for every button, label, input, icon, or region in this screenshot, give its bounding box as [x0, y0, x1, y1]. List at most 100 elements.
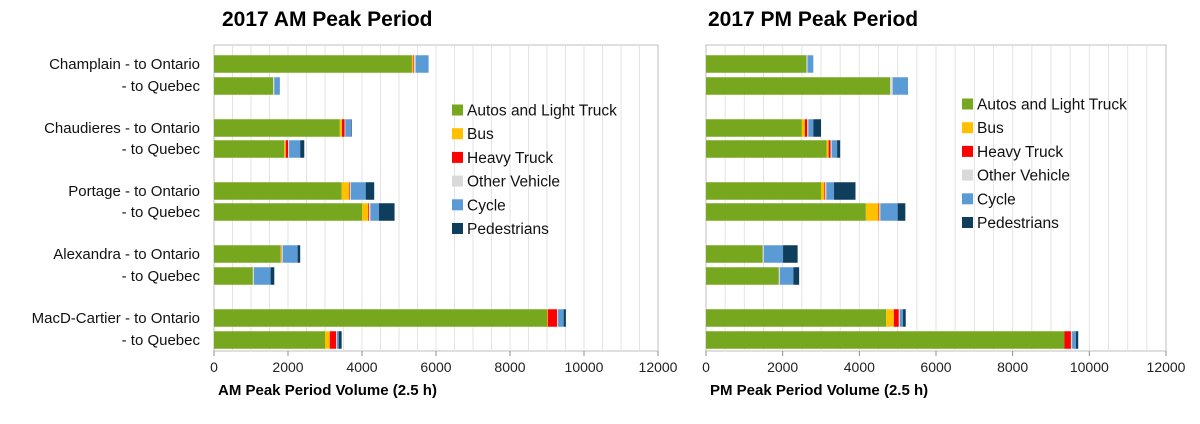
am-bar-9-autos-and-light-truck — [214, 309, 547, 327]
am-bar-6-other-vehicle — [369, 203, 370, 221]
pm-bar-8-pedestrians — [793, 267, 799, 285]
am-legend-label: Heavy Truck — [467, 150, 553, 167]
pm-bar-9-other-vehicle — [899, 309, 900, 327]
am-x-tick-label: 4000 — [346, 359, 377, 375]
pm-bar-4-bus — [827, 140, 829, 158]
am-bar-6-autos-and-light-truck — [214, 203, 362, 221]
am-legend-label: Cycle — [467, 197, 506, 214]
am-bar-6-pedestrians — [379, 203, 395, 221]
pm-bar-7-cycle — [764, 245, 783, 263]
pm-legend-label: Pedestrians — [977, 215, 1059, 232]
pm-bar-7-pedestrians — [783, 245, 798, 263]
am-bar-10-autos-and-light-truck — [214, 331, 325, 349]
am-bar-4-bus — [284, 140, 285, 158]
am-legend-label: Other Vehicle — [467, 174, 560, 191]
am-legend-label: Autos and Light Truck — [467, 103, 617, 120]
pm-legend-swatch — [962, 146, 973, 157]
pm-bar-10-other-vehicle — [1071, 331, 1072, 349]
pm-x-tick-label: 12000 — [1147, 359, 1186, 375]
am-bar-9-pedestrians — [564, 309, 566, 327]
pm-bar-7-other-vehicle — [763, 245, 764, 263]
am-legend-label: Bus — [467, 126, 494, 143]
pm-bar-10-pedestrians — [1076, 331, 1078, 349]
pm-bar-6-other-vehicle — [879, 203, 880, 221]
category-label: Chaudieres - to Ontario — [44, 120, 200, 137]
am-legend-swatch — [452, 152, 463, 163]
pm-bar-3-pedestrians — [813, 119, 821, 137]
category-label: Portage - to Ontario — [68, 183, 200, 200]
pm-bar-6-autos-and-light-truck — [706, 203, 866, 221]
pm-bar-6-pedestrians — [898, 203, 906, 221]
am-bar-4-other-vehicle — [288, 140, 289, 158]
am-legend-swatch — [452, 176, 463, 187]
pm-peak-chart: 2017 PM Peak Period PM Peak Period Volum… — [702, 8, 1186, 399]
am-bar-2-cycle — [274, 77, 280, 95]
am-x-tick-label: 8000 — [494, 359, 525, 375]
pm-bar-4-other-vehicle — [831, 140, 832, 158]
pm-bar-4-autos-and-light-truck — [706, 140, 827, 158]
pm-bar-9-autos-and-light-truck — [706, 309, 886, 327]
pm-legend-label: Heavy Truck — [977, 144, 1063, 161]
am-bar-10-pedestrians — [339, 331, 342, 349]
am-bar-1-bus — [412, 55, 413, 73]
pm-bar-8-cycle — [780, 267, 793, 285]
pm-bar-9-cycle — [900, 309, 903, 327]
am-x-tick-label: 2000 — [272, 359, 303, 375]
am-bar-6-cycle — [371, 203, 380, 221]
category-label: - to Quebec — [122, 141, 201, 158]
pm-legend-label: Cycle — [977, 191, 1016, 208]
category-label: - to Quebec — [122, 268, 201, 285]
pm-bar-5-autos-and-light-truck — [706, 182, 821, 200]
am-bar-3-cycle — [345, 119, 351, 137]
category-label: - to Quebec — [122, 332, 201, 349]
am-bar-8-autos-and-light-truck — [214, 267, 253, 285]
am-bar-5-cycle — [351, 182, 366, 200]
am-bar-5-heavy-truck — [349, 182, 350, 200]
pm-bar-7-autos-and-light-truck — [706, 245, 763, 263]
pm-bar-10-heavy-truck — [1064, 331, 1071, 349]
am-bar-9-bus — [547, 309, 548, 327]
pm-bar-8-autos-and-light-truck — [706, 267, 779, 285]
am-legend-label: Pedestrians — [467, 221, 549, 238]
pm-legend-label: Other Vehicle — [977, 168, 1070, 185]
am-bar-5-pedestrians — [366, 182, 375, 200]
am-bar-8-other-vehicle — [253, 267, 254, 285]
pm-bar-8-other-vehicle — [779, 267, 780, 285]
am-legend-swatch — [452, 223, 463, 234]
pm-legend-swatch — [962, 99, 973, 110]
pm-bar-1-autos-and-light-truck — [706, 55, 806, 73]
am-x-tick-label: 10000 — [565, 359, 604, 375]
am-bar-3-other-vehicle — [345, 119, 346, 137]
pm-bar-3-autos-and-light-truck — [706, 119, 802, 137]
am-x-tick-label: 0 — [210, 359, 218, 375]
am-bar-8-pedestrians — [271, 267, 275, 285]
pm-bar-2-autos-and-light-truck — [706, 77, 890, 95]
am-bar-4-pedestrians — [300, 140, 304, 158]
am-legend-swatch — [452, 199, 463, 210]
pm-bar-9-pedestrians — [903, 309, 906, 327]
am-bar-4-heavy-truck — [286, 140, 288, 158]
am-bar-10-other-vehicle — [336, 331, 337, 349]
pm-x-tick-label: 8000 — [997, 359, 1028, 375]
category-label: - to Quebec — [122, 204, 201, 221]
am-bar-10-heavy-truck — [330, 331, 336, 349]
category-label: MacD-Cartier - to Ontario — [32, 310, 200, 327]
pm-bar-5-cycle — [826, 182, 834, 200]
pm-x-tick-label: 0 — [702, 359, 710, 375]
pm-bar-9-heavy-truck — [894, 309, 899, 327]
pm-legend-swatch — [962, 122, 973, 133]
category-label: - to Quebec — [122, 78, 201, 95]
pm-bar-1-cycle — [808, 55, 814, 73]
am-bar-6-heavy-truck — [368, 203, 369, 221]
am-bar-1-autos-and-light-truck — [214, 55, 412, 73]
pm-bar-2-cycle — [893, 77, 908, 95]
pm-x-tick-label: 6000 — [920, 359, 951, 375]
am-bar-7-cycle — [283, 245, 298, 263]
pm-x-tick-label: 10000 — [1070, 359, 1109, 375]
am-x-tick-label: 12000 — [639, 359, 678, 375]
am-bar-7-autos-and-light-truck — [214, 245, 281, 263]
am-bar-9-cycle — [558, 309, 564, 327]
pm-bar-4-heavy-truck — [829, 140, 831, 158]
am-bar-3-heavy-truck — [342, 119, 345, 137]
